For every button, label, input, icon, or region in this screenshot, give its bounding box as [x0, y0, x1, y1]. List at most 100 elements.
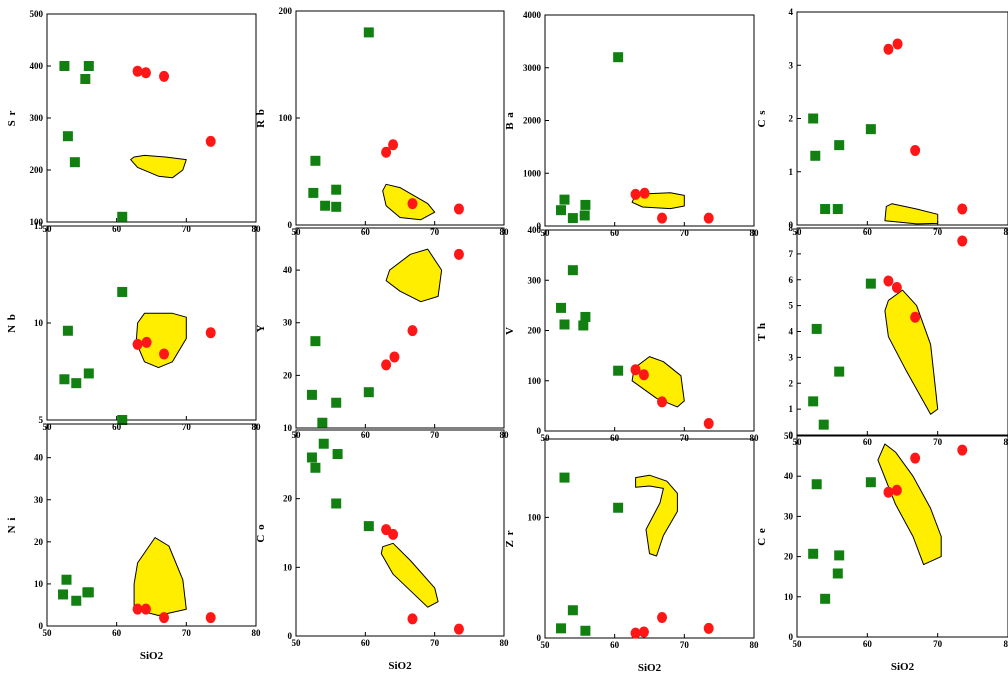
y-tick-label: 0 — [789, 430, 794, 440]
x-tick-label: 70 — [430, 430, 440, 440]
square-point — [556, 205, 567, 216]
y-tick-label: 300 — [528, 275, 542, 285]
circle-point — [205, 135, 216, 147]
x-tick-label: 70 — [933, 437, 943, 447]
circle-point — [205, 327, 216, 339]
square-point — [320, 200, 331, 211]
circle-point — [703, 212, 714, 224]
square-point — [865, 124, 876, 135]
plot-frame — [46, 13, 257, 223]
square-point — [80, 74, 91, 84]
square-point — [83, 61, 94, 71]
y-axis-label: S r — [6, 110, 18, 127]
plot-frame — [46, 423, 257, 627]
y-tick-label: 200 — [30, 165, 44, 175]
square-point — [832, 204, 843, 215]
circle-point — [205, 612, 216, 624]
field-polygon — [130, 154, 187, 179]
x-tick-label: 70 — [182, 628, 192, 638]
x-tick-label: 80 — [1004, 227, 1008, 237]
x-tick-label: 80 — [750, 640, 760, 650]
circle-point — [407, 198, 418, 210]
square-point — [83, 587, 94, 598]
y-tick-label: 0 — [537, 221, 542, 231]
circle-point — [657, 611, 668, 623]
y-tick-label: 8 — [789, 223, 794, 233]
x-tick-label: 80 — [500, 638, 510, 648]
circle-point — [630, 188, 641, 200]
circle-point — [891, 484, 902, 496]
circle-point — [630, 364, 641, 376]
circle-point — [453, 248, 464, 260]
x-tick-label: 60 — [863, 639, 873, 649]
y-tick-label: 10 — [34, 318, 44, 328]
x-tick-label: 60 — [863, 437, 873, 447]
x-tick-label: 70 — [430, 227, 440, 237]
y-tick-label: 0 — [39, 621, 44, 631]
circle-point — [910, 452, 921, 464]
square-point — [310, 155, 321, 166]
y-tick-label: 2 — [789, 114, 794, 124]
square-point — [318, 438, 329, 449]
circle-point — [883, 275, 894, 287]
square-point — [567, 605, 578, 616]
y-tick-label: 100 — [279, 113, 293, 123]
y-tick-label: 200 — [279, 6, 293, 16]
square-point — [579, 210, 590, 221]
square-point — [559, 319, 570, 330]
y-tick-label: 0 — [288, 631, 293, 641]
x-tick-label: 60 — [361, 638, 371, 648]
circle-point — [657, 212, 668, 224]
circle-point — [883, 486, 894, 498]
square-point — [331, 498, 342, 509]
square-point — [310, 336, 321, 347]
y-tick-label: 5 — [789, 301, 794, 311]
y-tick-label: 3000 — [523, 63, 542, 73]
circle-point — [883, 43, 894, 55]
y-tick-label: 0 — [537, 426, 542, 436]
square-point — [613, 52, 624, 63]
circle-point — [910, 144, 921, 156]
y-tick-label: 20 — [34, 537, 44, 547]
x-tick-label: 70 — [430, 638, 440, 648]
y-tick-label: 20 — [784, 552, 794, 562]
x-tick-label: 70 — [933, 639, 943, 649]
square-point — [61, 574, 72, 585]
square-point — [613, 502, 624, 513]
square-point — [83, 368, 94, 379]
square-point — [306, 389, 317, 400]
y-axis-label: Z r — [504, 530, 516, 548]
circle-point — [630, 627, 641, 639]
panel-3: 5060708001234C s — [756, 7, 1008, 237]
x-axis-label: SiO2 — [388, 660, 412, 672]
y-axis-label: T h — [756, 322, 768, 341]
circle-point — [957, 444, 968, 456]
circle-point — [892, 38, 903, 50]
circle-point — [159, 348, 170, 360]
square-point — [820, 593, 831, 604]
y-tick-label: 0 — [288, 220, 293, 230]
x-tick-label: 70 — [933, 227, 943, 237]
y-tick-label: 10 — [283, 562, 293, 572]
circle-point — [389, 351, 400, 363]
square-point — [567, 265, 578, 276]
x-tick-label: 80 — [252, 628, 262, 638]
square-point — [310, 462, 321, 473]
square-point — [332, 449, 343, 460]
y-tick-label: 100 — [30, 217, 44, 227]
circle-point — [381, 146, 392, 158]
y-tick-label: 3 — [789, 352, 794, 362]
y-tick-label: 300 — [30, 113, 44, 123]
field-polygon — [135, 312, 187, 369]
y-tick-label: 1000 — [523, 168, 542, 178]
circle-point — [388, 139, 399, 151]
square-point — [363, 387, 374, 398]
plot-frame — [796, 435, 1008, 638]
circle-point — [453, 623, 464, 635]
square-point — [556, 623, 567, 634]
square-point — [580, 625, 591, 636]
